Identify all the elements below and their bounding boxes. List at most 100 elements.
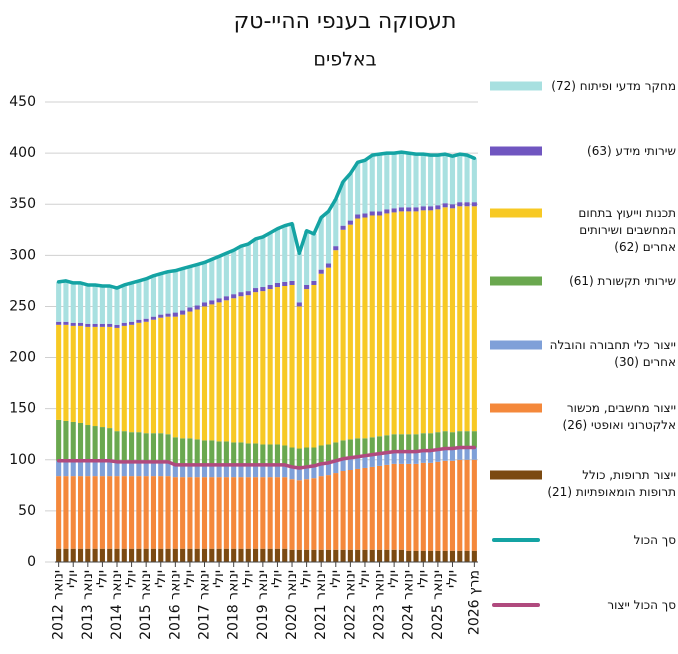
- bar-segment: [238, 296, 244, 443]
- bar-segment: [289, 479, 295, 550]
- bar-segment: [216, 302, 222, 442]
- bar-segment: [201, 440, 208, 465]
- bar-segment: [129, 321, 135, 325]
- bar-segment: [325, 462, 332, 476]
- bar-segment: [274, 548, 280, 562]
- legend-label: סך הכול: [633, 533, 676, 547]
- bar-segment: [384, 153, 390, 210]
- bar-segment: [253, 443, 259, 465]
- bar-segment: [209, 464, 215, 478]
- legend-swatch: [490, 403, 542, 413]
- bar-segment: [318, 476, 324, 550]
- bar-segment: [289, 223, 295, 281]
- bar-segment: [187, 307, 193, 312]
- bar-segment: [245, 477, 251, 549]
- bar-segment: [129, 476, 135, 549]
- bar-segment: [355, 162, 361, 215]
- bar-segment: [92, 460, 98, 477]
- bar-segment: [464, 206, 470, 432]
- bar-segment: [187, 311, 193, 439]
- legend-swatch: [490, 340, 542, 350]
- bar-segment: [274, 282, 280, 288]
- bar-segment: [121, 431, 127, 462]
- bar-segment: [289, 466, 295, 480]
- bar-segment: [158, 476, 164, 549]
- bar-segment: [77, 476, 84, 549]
- bar-segment: [391, 212, 397, 435]
- bar-segment: [282, 225, 288, 282]
- bar-segment: [355, 456, 361, 469]
- bar-segment: [347, 220, 353, 225]
- bar-segment: [70, 322, 76, 326]
- bar-segment: [172, 437, 178, 465]
- bar-segment: [114, 431, 120, 462]
- bar-segment: [150, 476, 157, 549]
- bar-segment: [77, 548, 84, 562]
- bar-segment: [442, 460, 448, 551]
- bar-segment: [180, 314, 186, 439]
- x-tick-label: יולי: [269, 570, 285, 588]
- bar-segment: [187, 266, 193, 308]
- bar-segment: [245, 443, 251, 465]
- bar-segment: [289, 284, 295, 448]
- bar-segment: [428, 433, 434, 451]
- bar-segment: [391, 208, 397, 213]
- bar-segment: [267, 284, 273, 290]
- bar-segment: [165, 548, 171, 562]
- bar-segment: [282, 281, 288, 286]
- bar-segment: [107, 323, 113, 327]
- bar-segment: [413, 434, 419, 452]
- bar-segment: [318, 463, 324, 477]
- bar-segment: [223, 477, 229, 549]
- bar-segment: [457, 459, 463, 551]
- bar-segment: [121, 548, 127, 562]
- bar-segment: [420, 154, 426, 207]
- bar-segment: [391, 463, 397, 550]
- bar-segment: [143, 278, 149, 319]
- x-tick-label: ינואר 2023: [372, 570, 388, 640]
- bar-segment: [172, 548, 178, 562]
- x-tick-label: ינואר 2012: [51, 570, 67, 640]
- legend-swatch: [490, 81, 542, 91]
- bar-segment: [56, 476, 62, 549]
- bar-segment: [420, 550, 426, 562]
- bar-segment: [384, 213, 390, 436]
- x-tick-label: יולי: [386, 570, 402, 588]
- bar-segment: [238, 442, 244, 465]
- bar-segment: [333, 473, 339, 550]
- bar-segment: [77, 282, 84, 323]
- bar-segment: [70, 325, 76, 422]
- bar-segment: [223, 441, 229, 465]
- bar-segment: [376, 549, 383, 562]
- bar-segment: [158, 273, 164, 315]
- bar-segment: [260, 444, 266, 465]
- x-tick-label: יולי: [124, 570, 140, 588]
- bar-segment: [420, 433, 426, 451]
- bar-segment: [92, 284, 98, 324]
- bar-segment: [325, 444, 332, 463]
- bar-segment: [267, 548, 273, 562]
- bar-segment: [282, 286, 288, 446]
- bar-segment: [85, 476, 91, 549]
- bar-segment: [143, 433, 149, 462]
- bar-segment: [201, 548, 208, 562]
- bar-segment: [406, 207, 412, 212]
- bar-segment: [260, 477, 266, 549]
- bar-segment: [449, 156, 456, 205]
- bar-segment: [260, 464, 266, 478]
- bar-segment: [209, 259, 215, 301]
- bar-segment: [165, 434, 171, 462]
- y-tick-label: 100: [9, 452, 36, 468]
- bar-segment: [85, 323, 91, 327]
- bar-segment: [143, 461, 149, 477]
- bar-segment: [384, 464, 390, 550]
- bar-segment: [289, 549, 295, 562]
- bar-segment: [194, 439, 200, 465]
- bar-segment: [384, 452, 390, 465]
- bar-segment: [150, 461, 157, 477]
- bar-segment: [318, 217, 324, 270]
- bar-segment: [92, 326, 98, 427]
- bar-segment: [85, 548, 91, 562]
- bar-segment: [201, 477, 208, 549]
- bar-segment: [376, 211, 383, 216]
